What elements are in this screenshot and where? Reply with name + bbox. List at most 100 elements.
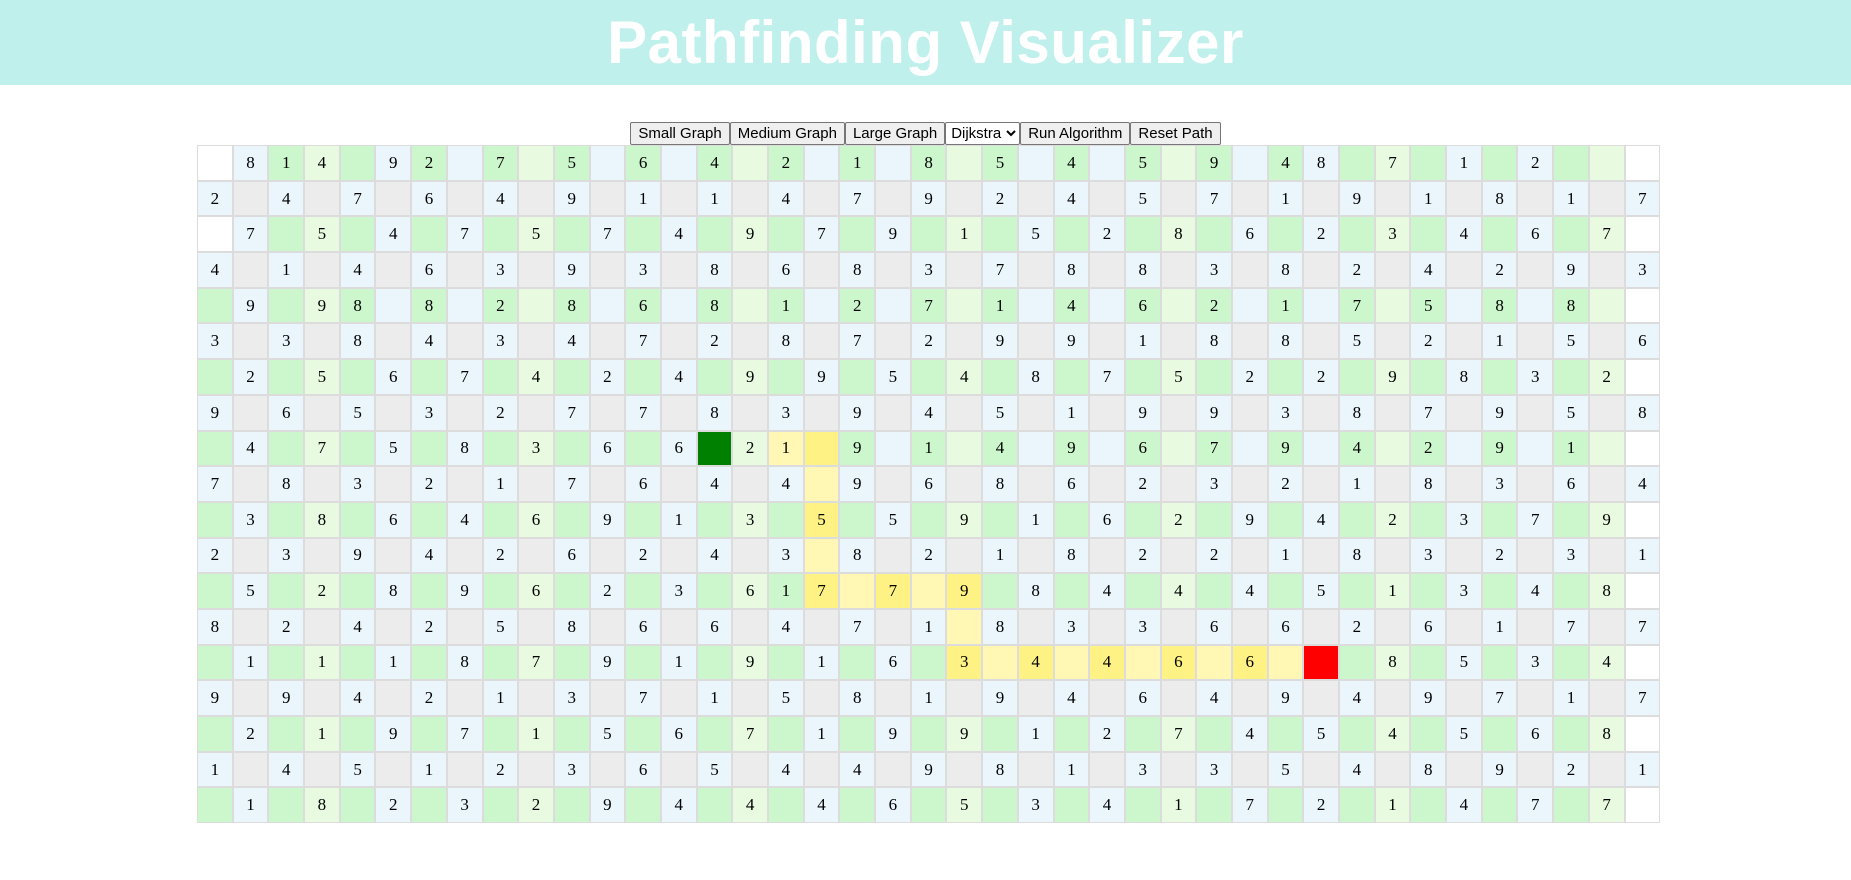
grid-cell[interactable]: 5 — [768, 680, 804, 716]
grid-cell[interactable] — [1374, 430, 1411, 467]
grid-cell[interactable]: 8 — [1446, 359, 1482, 395]
grid-cell[interactable] — [411, 501, 447, 538]
grid-cell[interactable]: 6 — [518, 573, 554, 609]
grid-cell[interactable] — [803, 608, 840, 645]
grid-cell[interactable]: 8 — [1053, 537, 1090, 574]
grid-cell[interactable] — [589, 751, 626, 788]
grid-cell[interactable]: 9 — [732, 216, 768, 253]
grid-cell[interactable]: 3 — [625, 252, 661, 288]
grid-cell[interactable]: 4 — [1374, 716, 1411, 752]
grid-cell[interactable]: 4 — [339, 608, 376, 645]
grid-cell[interactable] — [375, 608, 412, 645]
grid-cell[interactable]: 8 — [304, 787, 340, 824]
grid-cell[interactable] — [910, 787, 947, 824]
grid-cell[interactable]: 9 — [946, 501, 983, 538]
grid-cell[interactable]: 3 — [946, 644, 983, 681]
grid-cell[interactable] — [660, 145, 697, 181]
grid-cell[interactable] — [1196, 573, 1232, 609]
grid-cell[interactable]: 2 — [1124, 537, 1161, 574]
medium-graph-button[interactable]: Medium Graph — [729, 122, 845, 145]
grid-cell[interactable] — [1231, 680, 1268, 716]
grid-cell[interactable]: 2 — [1553, 751, 1589, 788]
grid-cell[interactable]: 1 — [1053, 751, 1090, 788]
grid-cell[interactable] — [875, 608, 911, 645]
grid-cell[interactable] — [1303, 751, 1339, 788]
grid-cell[interactable] — [589, 537, 626, 574]
grid-cell[interactable]: 8 — [1303, 145, 1339, 181]
grid-cell[interactable] — [589, 323, 626, 360]
grid-cell[interactable] — [1017, 537, 1054, 574]
grid-cell[interactable] — [446, 180, 483, 217]
grid-cell[interactable]: 3 — [1196, 466, 1232, 502]
grid-cell[interactable] — [660, 394, 697, 431]
grid-cell[interactable] — [803, 430, 840, 467]
grid-cell[interactable] — [375, 287, 412, 324]
grid-cell[interactable] — [197, 787, 233, 824]
grid-cell[interactable]: 8 — [696, 287, 733, 324]
grid-cell[interactable]: 1 — [1267, 180, 1304, 217]
grid-cell[interactable]: 1 — [1267, 537, 1304, 574]
grid-cell[interactable]: 3 — [232, 501, 269, 538]
grid-cell[interactable] — [1553, 716, 1589, 752]
grid-cell[interactable] — [304, 680, 340, 716]
grid-cell[interactable] — [1053, 787, 1090, 824]
grid-cell[interactable] — [1089, 430, 1125, 467]
grid-cell[interactable] — [1517, 287, 1554, 324]
grid-cell[interactable]: 9 — [197, 394, 233, 431]
grid-cell[interactable]: 9 — [304, 287, 340, 324]
grid-cell[interactable]: 2 — [197, 180, 233, 217]
grid-cell[interactable] — [1231, 252, 1268, 288]
grid-cell[interactable] — [339, 716, 376, 752]
grid-cell[interactable] — [553, 644, 590, 681]
grid-cell[interactable]: 2 — [910, 323, 947, 360]
grid-cell[interactable] — [1160, 323, 1197, 360]
grid-cell[interactable] — [1267, 359, 1304, 395]
grid-cell[interactable] — [625, 216, 661, 253]
grid-cell[interactable] — [1481, 501, 1518, 538]
grid-cell[interactable]: 1 — [803, 716, 840, 752]
grid-cell[interactable]: 8 — [553, 608, 590, 645]
grid-cell[interactable]: 6 — [1517, 716, 1554, 752]
grid-cell[interactable] — [1588, 180, 1625, 217]
grid-cell[interactable]: 9 — [875, 716, 911, 752]
grid-cell[interactable] — [1624, 716, 1661, 752]
grid-cell[interactable]: 4 — [304, 145, 340, 181]
grid-cell[interactable]: 1 — [1267, 287, 1304, 324]
grid-cell[interactable]: 9 — [1196, 145, 1232, 181]
grid-cell[interactable]: 5 — [339, 394, 376, 431]
grid-cell[interactable] — [197, 359, 233, 395]
grid-cell[interactable]: 2 — [696, 323, 733, 360]
grid-cell[interactable]: 8 — [1553, 287, 1589, 324]
grid-cell[interactable]: 9 — [1481, 751, 1518, 788]
grid-cell[interactable] — [411, 216, 447, 253]
grid-cell[interactable]: 1 — [1160, 787, 1197, 824]
grid-cell[interactable]: 9 — [839, 394, 876, 431]
grid-cell[interactable]: 9 — [1374, 359, 1411, 395]
grid-cell[interactable] — [732, 608, 768, 645]
grid-cell[interactable] — [482, 787, 519, 824]
grid-cell[interactable] — [1089, 466, 1125, 502]
grid-cell[interactable]: 3 — [553, 751, 590, 788]
grid-cell[interactable] — [732, 287, 768, 324]
grid-cell[interactable] — [732, 537, 768, 574]
grid-cell[interactable]: 8 — [768, 323, 804, 360]
grid-cell[interactable]: 1 — [304, 716, 340, 752]
grid-cell[interactable]: 6 — [1160, 644, 1197, 681]
grid-cell[interactable] — [696, 716, 733, 752]
grid-cell[interactable]: 8 — [839, 252, 876, 288]
grid-cell[interactable]: 9 — [1053, 430, 1090, 467]
grid-cell[interactable]: 4 — [1017, 644, 1054, 681]
grid-cell[interactable]: 7 — [1588, 216, 1625, 253]
grid-cell[interactable] — [339, 216, 376, 253]
grid-cell[interactable] — [553, 716, 590, 752]
grid-cell[interactable]: 6 — [1624, 323, 1661, 360]
grid-cell[interactable]: 7 — [910, 287, 947, 324]
grid-cell[interactable] — [768, 644, 804, 681]
grid-cell[interactable] — [946, 680, 983, 716]
grid-cell[interactable]: 1 — [1446, 145, 1482, 181]
grid-cell[interactable] — [411, 430, 447, 467]
grid-cell[interactable]: 8 — [1481, 180, 1518, 217]
grid-cell[interactable]: 8 — [446, 644, 483, 681]
grid-cell[interactable] — [1517, 751, 1554, 788]
grid-cell[interactable] — [197, 644, 233, 681]
